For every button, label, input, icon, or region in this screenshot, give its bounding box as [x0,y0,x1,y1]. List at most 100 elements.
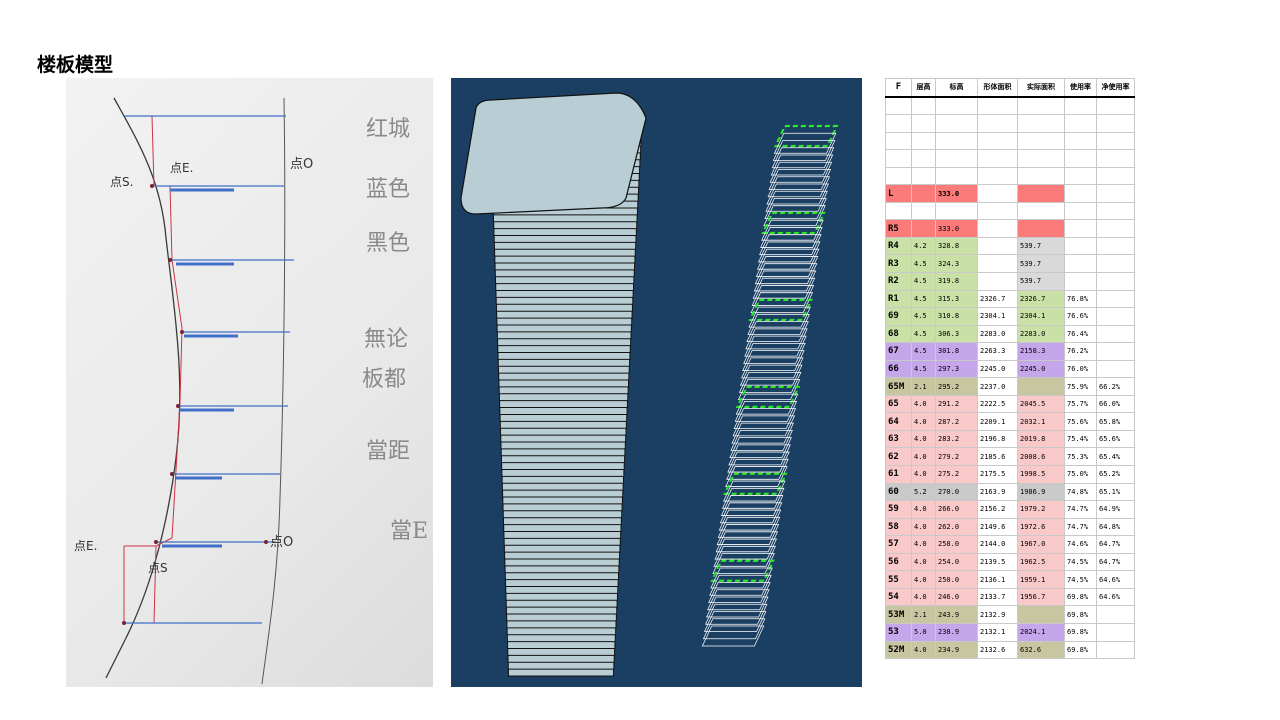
floor-row: 61 4.0 275.2 2175.5 1998.5 75.0% 65.2% [885,465,1135,484]
floor-outline [760,227,823,248]
header-cell: 形体面积 [977,78,1018,98]
floor-outline [765,190,828,212]
ratio-cell [1064,254,1097,274]
floor-outline [759,234,822,256]
floor-outline [755,256,819,277]
floor-row: 58 4.0 262.0 2149.6 1972.6 74.7% 64.8% [885,517,1135,537]
note-3: 黑色 [366,231,410,256]
floor-outline [718,509,782,531]
note-1: 红城 [366,117,410,142]
height-cell: 4.0 [911,500,936,519]
floor-cell: 56 [885,552,912,572]
floor-outline [767,176,831,198]
elevation-cell: 333.0 [935,219,978,238]
floor-cell: 66 [885,359,912,379]
floor-outline [728,444,791,466]
floor-row: 53 5.0 238.9 2132.1 2024.1 69.8% [885,622,1135,642]
floor-cell: L [885,184,912,203]
floor-cell: 61 [885,465,912,484]
floor-outline [707,589,770,611]
elevation-cell: 287.2 [935,412,978,431]
tower-roof [460,92,647,215]
floor-row: 67 4.5 301.8 2263.3 2158.3 76.2% [885,342,1135,361]
floor-cell: 68 [885,324,912,344]
elevation-cell: 310.8 [935,307,978,326]
actual_area-cell [1017,605,1065,624]
height-cell: 4.5 [911,289,936,309]
ratio-cell: 74.5% [1064,552,1097,572]
label-point-s-top: 点S. [110,175,133,189]
ratio-cell [1064,236,1097,256]
form_area-cell: 2237.0 [977,377,1018,396]
form_area-cell: 2156.2 [977,500,1018,519]
floor-cell: R5 [885,219,912,238]
floor-row: 68 4.5 306.3 2283.0 2283.0 76.4% [885,324,1135,344]
elevation-cell: 250.0 [935,570,978,589]
floor-outline [758,241,821,263]
floor-outline [716,524,780,545]
floor-row: 60 5.2 270.0 2163.9 1986.9 74.8% 65.1% [885,482,1135,502]
height-cell: 4.0 [911,552,936,572]
net_ratio-cell: 64.6% [1096,587,1135,607]
floor-row: 53M 2.1 243.9 2132.9 69.8% [885,605,1135,624]
net_ratio-cell [1096,605,1135,624]
note-5: 板都 [362,367,406,392]
floor-cell: 64 [885,412,912,431]
height-cell: 4.0 [911,517,936,537]
l-row: L 333.0 [885,184,1135,203]
floor-row: 56 4.0 254.0 2139.5 1962.5 74.5% 64.7% [885,552,1135,572]
elevation-cell: 234.9 [935,640,978,660]
floor-cell: 54 [885,587,912,607]
header-cell: 使用率 [1064,78,1097,98]
elevation-cell: 258.0 [935,535,978,554]
floor-outline [709,574,772,596]
floor-row: 64 4.0 287.2 2209.1 2032.1 75.6% 65.8% [885,412,1135,431]
floor-cell: 62 [885,447,912,467]
floor-cell: 53 [885,622,912,642]
height-cell: 4.5 [911,272,936,291]
net_ratio-cell [1096,219,1135,238]
floor-outline [748,298,814,322]
floor-cell: 58 [885,517,912,537]
actual_area-cell [1017,219,1065,238]
ratio-cell: 74.7% [1064,500,1097,519]
actual_area-cell: 2019.8 [1017,429,1065,449]
elevation-cell: 297.3 [935,359,978,379]
net_ratio-cell [1096,622,1135,642]
form_area-cell: 2175.5 [977,465,1018,484]
actual_area-cell: 1959.1 [1017,570,1065,589]
net_ratio-cell: 65.2% [1096,465,1135,484]
floor-row: R5 333.0 [885,219,1135,238]
floor-cell: 65M [885,377,912,396]
actual_area-cell: 1998.5 [1017,465,1065,484]
floor-row: 69 4.5 310.8 2304.1 2304.1 76.6% [885,307,1135,326]
net_ratio-cell [1096,307,1135,326]
net_ratio-cell [1096,359,1135,379]
form_area-cell: 2263.3 [977,342,1018,361]
tower-slabs [460,92,647,677]
floor-outline [750,292,814,314]
elevation-cell: 262.0 [935,517,978,537]
actual_area-cell: 2045.5 [1017,394,1065,414]
height-cell: 4.2 [911,236,936,256]
elevation-cell: 315.3 [935,289,978,309]
floor-row: 54 4.0 246.0 2133.7 1956.7 69.8% 64.6% [885,587,1135,607]
floor-outline [714,538,778,560]
floor-row: 65M 2.1 295.2 2237.0 75.9% 66.2% [885,377,1135,396]
header-cell: 层高 [911,78,936,98]
floor-outline [704,603,768,625]
actual_area-cell [1017,377,1065,396]
floor-outline [741,357,804,379]
floor-outline [725,466,788,487]
actual_area-cell: 2304.1 [1017,307,1065,326]
net_ratio-cell: 65.1% [1096,482,1135,502]
floor-outline [738,371,802,393]
actual_area-cell: 539.7 [1017,254,1065,274]
floor-cell: 53M [885,605,912,624]
elevation-cell: 328.8 [935,236,978,256]
actual_area-cell: 1979.2 [1017,500,1065,519]
form_area-cell [977,272,1018,291]
floor-outline [721,487,785,509]
height-cell: 4.5 [911,359,936,379]
height-cell: 4.5 [911,307,936,326]
